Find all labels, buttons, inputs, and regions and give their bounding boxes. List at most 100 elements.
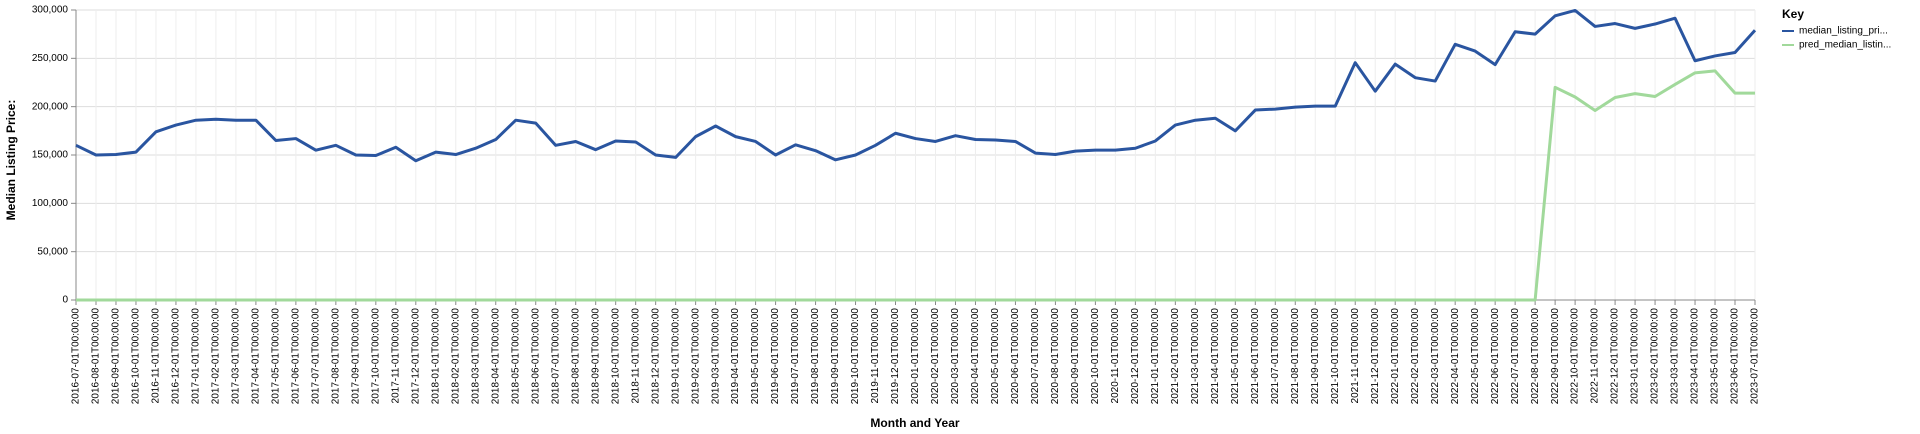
legend-label: median_listing_pri... [1799,26,1888,37]
x-tick-label: 2021-09-01T00:00:00 [1310,308,1321,405]
x-tick-label: 2022-02-01T00:00:00 [1410,308,1421,405]
x-tick-label: 2022-12-01T00:00:00 [1610,308,1621,405]
x-tick-label: 2022-06-01T00:00:00 [1490,308,1501,405]
x-tick-label: 2019-04-01T00:00:00 [730,308,741,405]
line-series [75,8,1757,163]
x-tick-label: 2019-09-01T00:00:00 [830,308,841,405]
x-tick-label: 2018-09-01T00:00:00 [590,308,601,405]
x-tick-label: 2017-01-01T00:00:00 [191,308,202,405]
x-tick-label: 2017-05-01T00:00:00 [271,308,282,405]
x-tick-label: 2017-07-01T00:00:00 [310,308,321,405]
x-tick-label: 2020-10-01T00:00:00 [1090,308,1101,405]
y-tick-label: 100,000 [32,198,69,209]
x-tick-label: 2023-01-01T00:00:00 [1630,308,1641,405]
x-tick-label: 2019-06-01T00:00:00 [770,308,781,405]
x-tick-label: 2019-11-01T00:00:00 [870,308,881,404]
y-tick-label: 300,000 [32,5,69,16]
y-tick-label: 50,000 [37,246,68,257]
x-tick-label: 2016-08-01T00:00:00 [91,308,102,405]
x-tick-label: 2023-04-01T00:00:00 [1690,308,1701,405]
x-tick-label: 2019-01-01T00:00:00 [670,308,681,405]
x-tick-label: 2021-08-01T00:00:00 [1290,308,1301,405]
x-tick-label: 2020-05-01T00:00:00 [990,308,1001,405]
x-tick-label: 2021-10-01T00:00:00 [1330,308,1341,405]
x-tick-label: 2020-03-01T00:00:00 [950,308,961,405]
x-tick-label: 2023-02-01T00:00:00 [1650,308,1661,405]
y-tick-label: 150,000 [32,150,69,161]
x-tick-label: 2019-10-01T00:00:00 [850,308,861,405]
x-tick-label: 2022-07-01T00:00:00 [1510,308,1521,405]
x-tick-label: 2021-05-01T00:00:00 [1230,308,1241,405]
x-tick-label: 2017-12-01T00:00:00 [410,308,421,405]
x-tick-label: 2022-04-01T00:00:00 [1450,308,1461,405]
x-tick-label: 2021-01-01T00:00:00 [1150,308,1161,405]
x-tick-label: 2018-08-01T00:00:00 [570,308,581,405]
x-tick-label: 2018-01-01T00:00:00 [430,308,441,405]
x-tick-label: 2022-09-01T00:00:00 [1550,308,1561,405]
x-tick-label: 2018-11-01T00:00:00 [630,308,641,404]
x-tick-label: 2021-06-01T00:00:00 [1250,308,1261,405]
x-tick-label: 2017-06-01T00:00:00 [291,308,302,405]
x-tick-label: 2023-06-01T00:00:00 [1730,308,1741,405]
x-tick-label: 2021-04-01T00:00:00 [1210,308,1221,405]
x-tick-label: 2020-04-01T00:00:00 [970,308,981,405]
x-tick-label: 2018-10-01T00:00:00 [610,308,621,405]
x-tick-label: 2016-09-01T00:00:00 [111,308,122,405]
x-tick-label: 2020-07-01T00:00:00 [1030,308,1041,405]
x-tick-label: 2020-09-01T00:00:00 [1070,308,1081,405]
x-tick-label: 2020-11-01T00:00:00 [1110,308,1121,404]
legend-label: pred_median_listin... [1799,40,1891,51]
x-tick-label: 2019-12-01T00:00:00 [890,308,901,405]
x-tick-label: 2022-05-01T00:00:00 [1470,308,1481,405]
legend-title: Key [1782,7,1804,21]
x-tick-label: 2022-11-01T00:00:00 [1590,308,1601,404]
x-tick-label: 2021-02-01T00:00:00 [1170,308,1181,405]
x-tick-label: 2022-01-01T00:00:00 [1390,308,1401,405]
x-tick-label: 2020-01-01T00:00:00 [910,308,921,405]
x-axis-title: Month and Year [870,416,959,430]
x-tick-label: 2017-08-01T00:00:00 [330,308,341,405]
x-tick-label: 2017-04-01T00:00:00 [251,308,262,405]
y-tick-label: 200,000 [32,101,69,112]
x-tick-label: 2021-11-01T00:00:00 [1350,308,1361,404]
x-tick-label: 2019-07-01T00:00:00 [790,308,801,405]
x-tick-label: 2016-07-01T00:00:00 [71,308,82,405]
x-tick-label: 2023-05-01T00:00:00 [1710,308,1721,405]
y-tick-label: 250,000 [32,53,69,64]
x-tick-label: 2020-08-01T00:00:00 [1050,308,1061,405]
y-tick-label: 0 [62,295,68,306]
x-tick-label: 2017-09-01T00:00:00 [350,308,361,405]
x-tick-label: 2022-08-01T00:00:00 [1530,308,1541,405]
x-tick-label: 2018-12-01T00:00:00 [650,308,661,405]
x-tick-label: 2017-03-01T00:00:00 [231,308,242,405]
x-tick-label: 2019-05-01T00:00:00 [750,308,761,405]
x-tick-label: 2017-10-01T00:00:00 [370,308,381,405]
x-tick-label: 2019-02-01T00:00:00 [690,308,701,405]
line-series [76,69,1755,302]
x-tick-label: 2021-03-01T00:00:00 [1190,308,1201,405]
x-tick-label: 2018-07-01T00:00:00 [550,308,561,405]
x-tick-label: 2021-07-01T00:00:00 [1270,308,1281,405]
x-tick-label: 2016-10-01T00:00:00 [131,308,142,405]
x-tick-label: 2020-12-01T00:00:00 [1130,308,1141,405]
x-tick-label: 2021-12-01T00:00:00 [1370,308,1381,405]
x-tick-label: 2019-08-01T00:00:00 [810,308,821,405]
x-tick-label: 2016-12-01T00:00:00 [171,308,182,405]
x-tick-label: 2020-06-01T00:00:00 [1010,308,1021,405]
x-tick-label: 2018-02-01T00:00:00 [450,308,461,405]
x-tick-label: 2019-03-01T00:00:00 [710,308,721,405]
x-tick-label: 2022-03-01T00:00:00 [1430,308,1441,405]
x-tick-label: 2016-11-01T00:00:00 [151,308,162,404]
x-tick-label: 2017-11-01T00:00:00 [390,308,401,404]
x-tick-label: 2023-07-01T00:00:00 [1750,308,1761,405]
x-tick-label: 2018-05-01T00:00:00 [510,308,521,405]
x-tick-label: 2020-02-01T00:00:00 [930,308,941,405]
x-tick-label: 2022-10-01T00:00:00 [1570,308,1581,405]
x-tick-label: 2018-06-01T00:00:00 [530,308,541,405]
x-tick-label: 2018-03-01T00:00:00 [470,308,481,405]
x-tick-label: 2023-03-01T00:00:00 [1670,308,1681,405]
y-axis-title: Median Listing Price: [4,100,18,221]
x-tick-label: 2017-02-01T00:00:00 [211,308,222,405]
x-tick-label: 2018-04-01T00:00:00 [490,308,501,405]
